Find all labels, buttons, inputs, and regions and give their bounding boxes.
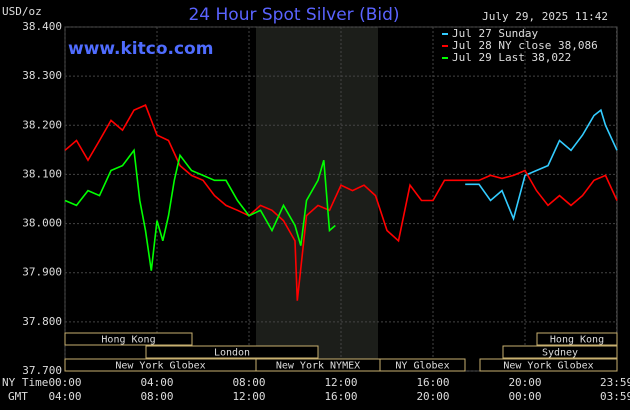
x2-tick-label: 08:00 xyxy=(140,390,173,403)
session-box xyxy=(479,358,618,372)
x-tick-label: 16:00 xyxy=(416,376,449,389)
chart-title: 24 Hour Spot Silver (Bid) xyxy=(188,5,399,25)
session-box xyxy=(64,332,193,346)
x-tick-label: 08:00 xyxy=(232,376,265,389)
y-tick-label: 38.400 xyxy=(22,20,62,33)
session-box xyxy=(536,332,618,346)
session-label: New York NYMEX xyxy=(276,361,360,372)
series-line xyxy=(465,108,618,222)
x2-tick-label: 04:00 xyxy=(48,390,81,403)
series-line xyxy=(64,148,336,271)
x-tick-label: 04:00 xyxy=(140,376,173,389)
y-tick-label: 38.200 xyxy=(22,118,62,131)
watermark: www.kitco.com xyxy=(68,39,213,59)
y-tick-label: 38.300 xyxy=(22,69,62,82)
x2-tick-label: 03:59 xyxy=(600,390,630,403)
legend-label: Jul 29 Last 38,022 xyxy=(452,51,571,64)
session-label: Hong Kong xyxy=(550,335,604,346)
y-tick-label: 38.100 xyxy=(22,167,62,180)
y-tick-label: 38.000 xyxy=(22,217,62,230)
y-tick-label: 37.700 xyxy=(22,364,62,377)
session-label: Hong Kong xyxy=(101,335,155,346)
x-tick-label: 12:00 xyxy=(324,376,357,389)
session-label: New York Globex xyxy=(503,361,593,372)
y-tick-label: 37.900 xyxy=(22,266,62,279)
nymex-shade xyxy=(256,27,378,371)
session-label: NY Globex xyxy=(395,361,449,372)
x2-tick-label: 00:00 xyxy=(508,390,541,403)
x2-tick-label: 16:00 xyxy=(324,390,357,403)
y-tick-label: 37.800 xyxy=(22,315,62,328)
x2-axis-label: GMT xyxy=(8,390,28,403)
session-box xyxy=(502,345,618,359)
y-axis-label: USD/oz xyxy=(2,5,42,18)
x2-tick-label: 20:00 xyxy=(416,390,449,403)
x-tick-label: 23:59 xyxy=(600,376,630,389)
session-box xyxy=(145,345,319,359)
session-label: Sydney xyxy=(542,348,578,359)
legend-label: Jul 28 NY close 38,086 xyxy=(452,39,598,52)
session-box xyxy=(379,358,466,372)
session-label: New York Globex xyxy=(115,361,205,372)
session-label: London xyxy=(214,348,250,359)
x-axis-label: NY Time xyxy=(2,376,48,389)
series-line xyxy=(64,104,618,301)
x2-tick-label: 12:00 xyxy=(232,390,265,403)
x-tick-label: 20:00 xyxy=(508,376,541,389)
x-tick-label: 00:00 xyxy=(48,376,81,389)
timestamp: July 29, 2025 11:42 xyxy=(482,10,608,23)
legend-label: Jul 27 Sunday xyxy=(452,27,538,40)
